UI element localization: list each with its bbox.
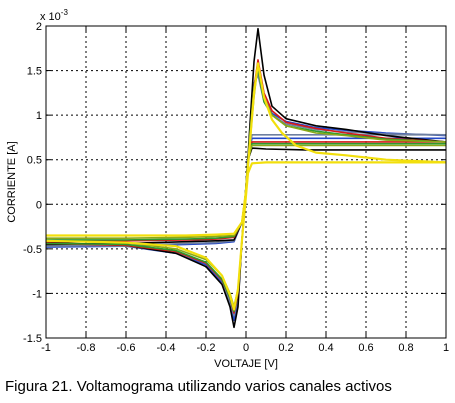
x-tick-label: -0.8 [77, 342, 96, 354]
x-tick-label: 0.2 [278, 342, 293, 354]
series-7-reverse-sweep [45, 161, 446, 311]
series-7-forward-sweep [46, 62, 447, 237]
series-3-forward-sweep [45, 27, 447, 246]
data-series [45, 27, 447, 329]
x-tick-label: 0.8 [398, 342, 413, 354]
x-tick-label: 0.4 [318, 342, 333, 354]
x-tick-label: -1 [41, 342, 51, 354]
y-tick-label: -1.5 [23, 333, 42, 345]
y-tick-label: 0.5 [27, 155, 42, 167]
axis-ticks: -1 -0.8 -0.6 -0.4 -0.2 0 0.2 0.4 0.6 0.8 1-1.5-1-0… [23, 21, 449, 354]
x-tick-label: 0 [243, 342, 249, 354]
y-exponent-label: x 10-3 [40, 8, 68, 23]
y-tick-label: 1 [36, 110, 42, 122]
y-tick-label: 2 [36, 21, 42, 33]
y-axis-title: CORRIENTE [A] [6, 141, 18, 222]
y-tick-label: 0 [36, 199, 42, 211]
figure-caption: Figura 21. Voltamograma utilizando vario… [5, 378, 392, 395]
x-axis-title: VOLTAJE [V] [214, 358, 278, 370]
y-tick-label: -1 [32, 288, 42, 300]
x-tick-label: -0.4 [157, 342, 176, 354]
x-tick-label: -0.2 [197, 342, 216, 354]
y-tick-label: 1.5 [27, 66, 42, 78]
y-tick-label: -0.5 [23, 244, 42, 256]
x-tick-label: -0.6 [117, 342, 136, 354]
x-tick-label: 1 [443, 342, 449, 354]
x-tick-label: 0.6 [358, 342, 373, 354]
series-7 [45, 62, 447, 311]
